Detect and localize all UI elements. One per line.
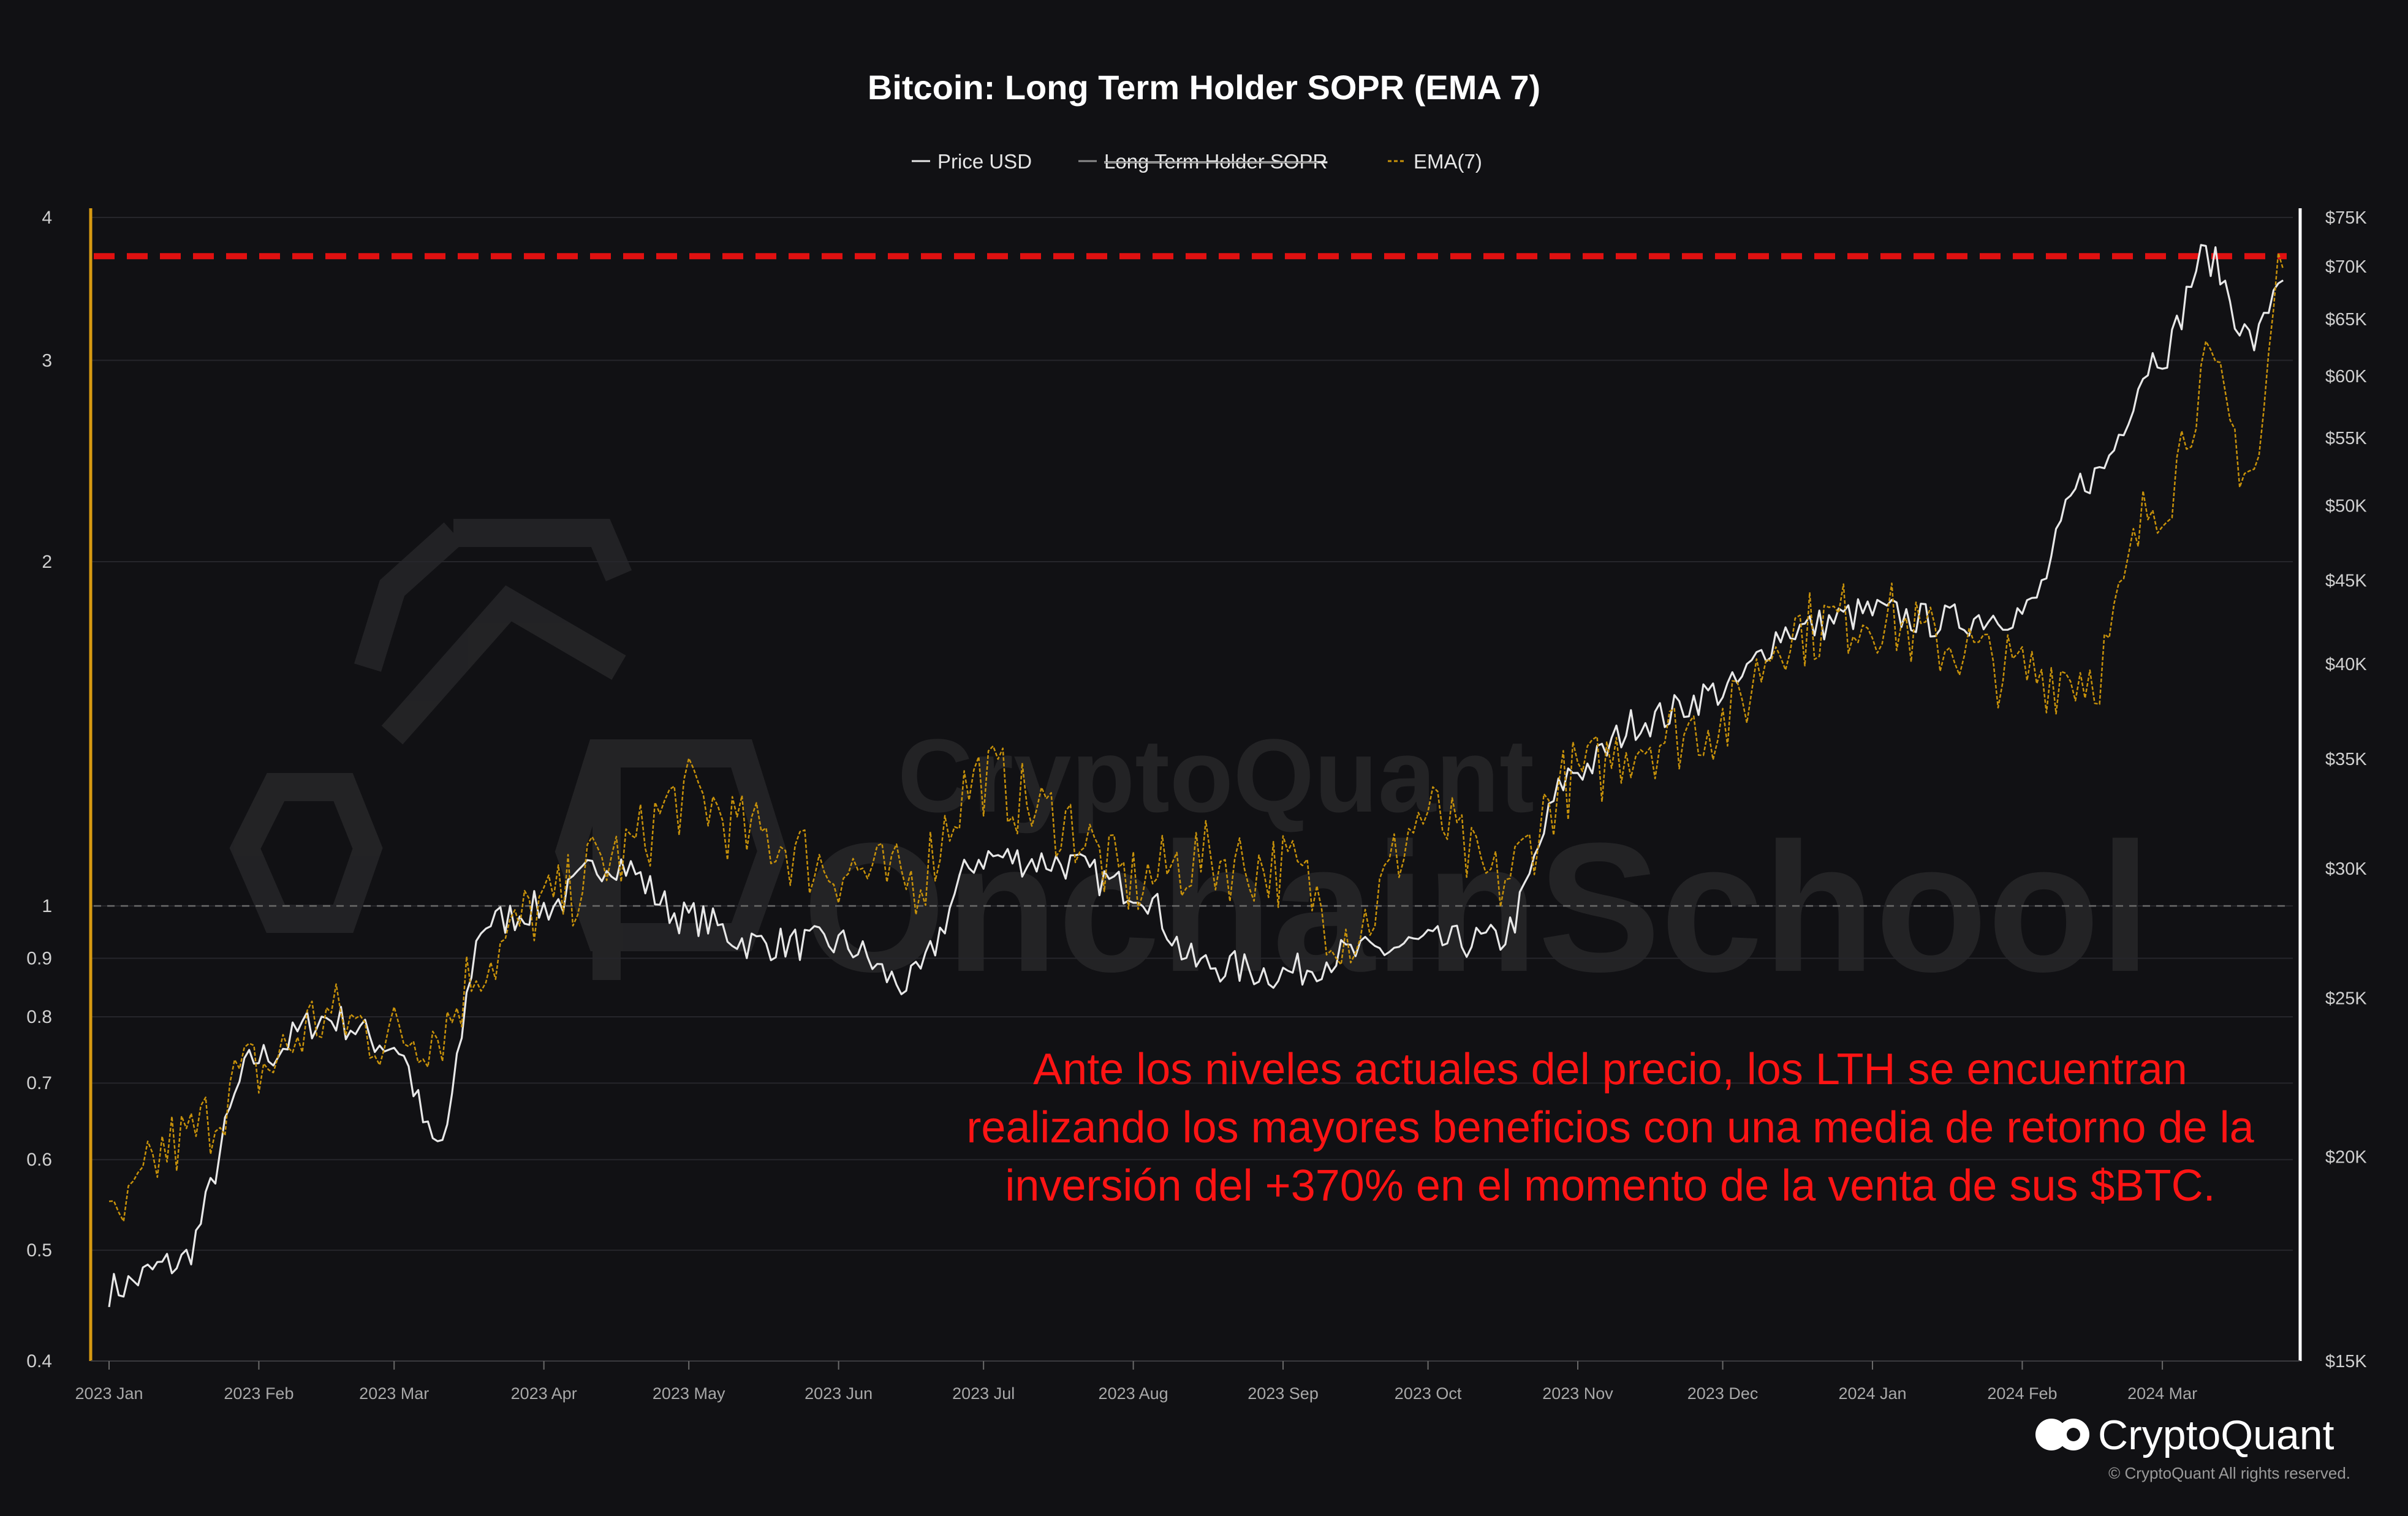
y-right-tick-10: $65K: [2325, 310, 2367, 330]
y-left-tick-6: 1: [42, 896, 52, 916]
annotation: Ante los niveles actuales del precio, lo…: [966, 1045, 2254, 1210]
chart-title: Bitcoin: Long Term Holder SOPR (EMA 7): [868, 68, 1540, 107]
x-tick-0: 2023 Jan: [75, 1384, 143, 1403]
y-right-tick-5: $40K: [2325, 655, 2367, 674]
watermark-line2: OnchainSchool: [803, 804, 2151, 1010]
x-tick-14: 2024 Mar: [2127, 1384, 2197, 1403]
y-left-tick-8: 3: [42, 350, 52, 371]
y-left-tick-5: 0.9: [26, 948, 52, 968]
cryptoquant-logo-icon: [2035, 1419, 2089, 1450]
y-right-tick-6: $45K: [2325, 571, 2367, 591]
y-left-tick-4: 0.8: [26, 1007, 52, 1027]
watermark: CryptoQuant OnchainSchool: [229, 519, 2151, 1010]
annotation-line-3: inversión del +370% en el momento de la …: [1005, 1161, 2215, 1210]
x-tick-4: 2023 May: [653, 1384, 725, 1403]
reference-lines: [94, 253, 2287, 907]
brand-name: CryptoQuant: [2098, 1412, 2334, 1458]
y-right-tick-2: $25K: [2325, 989, 2367, 1008]
x-tick-11: 2023 Dec: [1687, 1384, 1759, 1403]
x-tick-5: 2023 Jun: [805, 1384, 873, 1403]
y-right-tick-3: $30K: [2325, 859, 2367, 879]
x-tick-13: 2024 Feb: [1987, 1384, 2057, 1403]
series-line-ema-7-: [108, 252, 2284, 1223]
legend-item-2[interactable]: EMA(7): [1414, 150, 1482, 173]
x-tick-1: 2023 Feb: [224, 1384, 293, 1403]
legend-item-0[interactable]: Price USD: [937, 150, 1032, 173]
y-right-tick-12: $75K: [2325, 208, 2367, 228]
legend: Price USD Long Term Holder SOPR EMA(7): [912, 150, 1482, 173]
y-left-tick-7: 2: [42, 552, 52, 572]
y-left-tick-3: 0.7: [26, 1073, 52, 1093]
y-right-tick-7: $50K: [2325, 496, 2367, 516]
y-left-tick-9: 4: [42, 208, 52, 228]
annotation-line-1: Ante los niveles actuales del precio, lo…: [1033, 1045, 2187, 1094]
x-tick-7: 2023 Aug: [1099, 1384, 1168, 1403]
x-tick-2: 2023 Mar: [359, 1384, 429, 1403]
series-line-price-usd: [108, 244, 2284, 1308]
y-right-tick-0: $15K: [2325, 1352, 2367, 1371]
legend-item-1[interactable]: Long Term Holder SOPR: [1104, 150, 1327, 173]
brand-copyright: © CryptoQuant All rights reserved.: [2108, 1464, 2350, 1482]
y-left-tick-0: 0.4: [26, 1351, 52, 1371]
y-left-tick-1: 0.5: [26, 1240, 52, 1261]
x-tick-12: 2024 Jan: [1838, 1384, 1906, 1403]
y-right-tick-4: $35K: [2325, 750, 2367, 769]
series-layer: [108, 244, 2284, 1308]
y-right-tick-1: $20K: [2325, 1147, 2367, 1167]
x-tick-3: 2023 Apr: [511, 1384, 577, 1403]
x-tick-8: 2023 Sep: [1248, 1384, 1319, 1403]
x-tick-6: 2023 Jul: [952, 1384, 1015, 1403]
watermark-line1: CryptoQuant: [898, 718, 1534, 834]
y-left-tick-2: 0.6: [26, 1150, 52, 1170]
x-tick-9: 2023 Oct: [1395, 1384, 1462, 1403]
axes: 0.4 0.5 0.6 0.7 0.8 0.9 1 2 3 4 $15K $20K $25K $30K $3…: [26, 208, 2367, 1403]
y-right-tick-11: $70K: [2325, 257, 2367, 277]
y-right-tick-8: $55K: [2325, 429, 2367, 448]
brand-logo: CryptoQuant © CryptoQuant All rights res…: [2035, 1412, 2350, 1482]
x-tick-10: 2023 Nov: [1542, 1384, 1613, 1403]
y-right-tick-9: $60K: [2325, 367, 2367, 387]
annotation-line-2: realizando los mayores beneficios con un…: [966, 1103, 2254, 1152]
